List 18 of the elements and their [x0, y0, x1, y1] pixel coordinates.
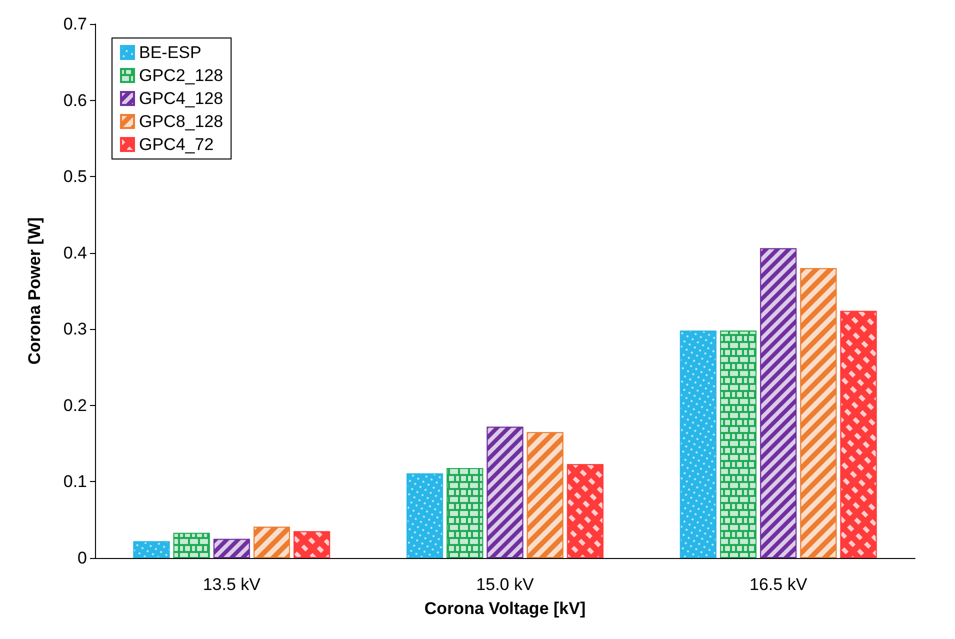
y-axis-title: Corona Power [W] [25, 217, 44, 365]
y-tick-label: 0.3 [63, 320, 87, 339]
legend-label: GPC2_128 [139, 66, 224, 85]
x-tick-label: 15.0 kV [476, 575, 534, 594]
legend-label: GPC4_72 [139, 135, 214, 154]
y-tick-label: 0.5 [63, 167, 87, 186]
legend-label: GPC8_128 [139, 112, 224, 131]
x-axis-title: Corona Voltage [kV] [424, 599, 586, 618]
legend-label: BE-ESP [139, 43, 202, 62]
y-tick-label: 0 [78, 548, 87, 568]
x-tick-label: 13.5 kV [202, 575, 262, 594]
y-tick-label: 0.4 [63, 243, 87, 262]
x-tick-label: 16.5 kV [750, 575, 808, 594]
y-tick-label: 0.6 [63, 90, 87, 110]
y-tick-label: 0.2 [63, 396, 87, 415]
y-tick-label: 0.7 [63, 14, 87, 34]
legend-label: GPC4_128 [139, 89, 224, 108]
y-tick-label: 0.1 [63, 472, 87, 492]
